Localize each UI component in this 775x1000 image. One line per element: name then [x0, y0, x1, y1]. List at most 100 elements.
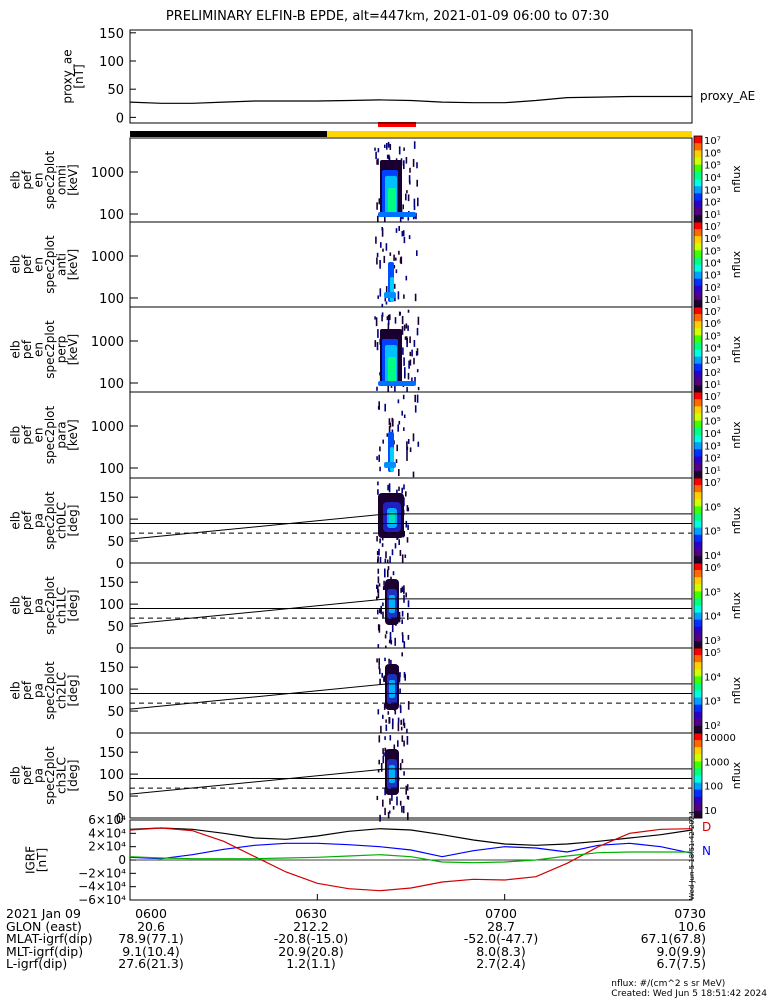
- pa-ch0-pitch-angle-speckle: [406, 537, 409, 543]
- pa-ch0-pitch-angle-speckle: [379, 557, 382, 564]
- spec-perp-spectrum-speckle: [406, 338, 408, 344]
- pa-ch3-ylabel-line: ch3LC: [54, 757, 68, 794]
- spec-omni-spectrum-speckle: [377, 158, 379, 165]
- pa-ch0-colorbar-band: [694, 485, 702, 493]
- spec-para-colorbar: [693, 391, 703, 479]
- spec-omni-colorbar: [693, 135, 703, 223]
- proxy-ae-ylabel: proxy_ae[nT]: [60, 49, 86, 103]
- orbit-info-cell: 0600: [135, 906, 167, 921]
- spec-para-colorbar-band: [694, 456, 702, 465]
- pa-ch0-ylabel-line: pef: [20, 510, 34, 530]
- spec-perp-colorbar-tick-label: 10⁷: [704, 307, 721, 318]
- orbit-info-cell: -20.8(-15.0): [273, 931, 349, 947]
- pa-ch2-ytick-label: 0: [116, 727, 124, 742]
- plot-title: PRELIMINARY ELFIN-B EPDE, alt=447km, 202…: [165, 9, 610, 24]
- pa-ch1-pitch-angle-speckle: [383, 580, 385, 586]
- pa-ch1-panel-bg: [130, 563, 692, 648]
- pa-ch1-ylabel-line: pef: [20, 595, 34, 615]
- igrf-ytick-label: −6×10⁴: [78, 893, 126, 907]
- pa-ch3-colorbar-band: [694, 775, 702, 784]
- pa-ch1-pitch-angle-speckle: [382, 602, 384, 607]
- pa-ch1-pitch-angle-speckle: [403, 641, 406, 648]
- pa-ch0-pitch-angle-speckle: [386, 559, 389, 563]
- pa-ch0-pitch-angle-speckle: [376, 536, 378, 542]
- pa-ch3-pitch-angle-speckle: [376, 795, 379, 801]
- pa-ch3-colorbar-frame: [693, 732, 703, 819]
- spec-anti-colorbar-band: [694, 243, 702, 251]
- orbit-info-cell: 20.6: [137, 918, 165, 934]
- spec-perp-spectrum-speckle: [407, 325, 409, 331]
- spec-omni-spectrum-speckle: [377, 148, 380, 153]
- spec-omni-ylabel-line: en: [31, 173, 45, 188]
- pa-ch0-colorbar-band: [694, 548, 702, 557]
- spec-omni-ylabel-line: [keV]: [66, 164, 80, 195]
- pa-ch0-pitch-angle-speckle: [401, 487, 403, 494]
- spec-perp-spectrum-speckle: [406, 386, 408, 394]
- pa-ch2-colorbar-band: [694, 648, 702, 656]
- night-segment-bar: [130, 131, 327, 137]
- pa-ch2-ytick-label: 50: [107, 705, 124, 720]
- spec-perp-colorbar-band: [694, 363, 702, 372]
- spec-para-spectrum-speckle: [416, 394, 419, 403]
- spec-perp-spectrum-speckle: [394, 384, 396, 392]
- spec-anti-spectrum-speckle: [384, 295, 387, 302]
- spec-anti-spectrum-speckle: [416, 250, 418, 256]
- spec-anti-colorbar-band: [694, 285, 702, 294]
- pa-ch0-pitch-angle-speckle: [381, 535, 384, 541]
- pa-ch1-colorbar-tick-label: 10⁵: [704, 587, 721, 598]
- igrf-total-line: [129, 851, 692, 864]
- pa-ch3-pitch-angle-speckle: [401, 806, 403, 813]
- spec-para-colorbar-label: nflux: [730, 421, 743, 449]
- orbit-info-cell: 212.2: [293, 918, 329, 934]
- spec-anti-spectrum-speckle: [403, 294, 405, 299]
- pa-ch2-pitch-angle-speckle: [388, 658, 390, 664]
- pa-ch1-pitch-angle-speckle: [377, 644, 380, 651]
- pa-ch0-loss-cone-line: [129, 513, 389, 540]
- pa-ch1-pitch-angle-speckle: [380, 605, 382, 615]
- pa-ch2-pitch-angle-speckle: [376, 658, 378, 663]
- igrf-ylabel-line: [nT]: [35, 848, 49, 872]
- spec-anti-colorbar-band: [694, 292, 702, 301]
- pa-ch2-pitch-angle-speckle: [398, 675, 401, 683]
- spec-perp-spectrum-speckle: [374, 316, 376, 320]
- spec-para-colorbar-tick-label: 10⁵: [704, 417, 721, 428]
- proxy-ae-ytick-label: 100: [99, 55, 124, 70]
- proxy-ae-ytick-label: 50: [107, 83, 124, 98]
- pa-ch1-ylabel-line: ch1LC: [54, 587, 68, 624]
- proxy-ae-ytick-label: 0: [116, 111, 124, 126]
- spec-omni-colorbar-band: [694, 193, 702, 201]
- pa-ch2-pitch-angle-speckle: [397, 717, 400, 723]
- pa-ch1-pitch-angle-speckle: [377, 589, 380, 599]
- pa-ch3-ytick-label: 0: [116, 812, 124, 827]
- pa-ch3-pitch-angle-speckle: [384, 747, 386, 752]
- spec-perp-colorbar-label: nflux: [730, 335, 743, 363]
- spec-perp-spectrum-speckle: [407, 309, 410, 313]
- pa-ch0-ylabel-line: ch0LC: [54, 502, 68, 539]
- spec-omni-spectrum-speckle: [386, 143, 388, 150]
- pa-ch3-pitch-angle-core: [389, 765, 395, 783]
- pa-ch0-colorbar-band: [694, 513, 702, 521]
- pa-ch0-pitch-angle-speckle: [379, 538, 381, 544]
- pa-ch2-pitch-angle-speckle: [383, 675, 386, 682]
- pa-ch0-pitch-angle-speckle: [376, 551, 379, 556]
- spec-para-spectrum-speckle: [396, 444, 398, 452]
- spec-omni-colorbar-tick-label: 10⁶: [704, 148, 721, 159]
- spec-perp-spectrum-speckle: [389, 314, 391, 321]
- spec-perp-spectrum-core: [378, 381, 416, 386]
- orbit-info-row-label: MLAT-igrf(dip): [6, 931, 93, 947]
- pa-ch3-pitch-angle-speckle: [389, 798, 391, 805]
- pa-ch1-pitch-angle-speckle: [402, 635, 404, 643]
- spec-anti-spectrum-core: [384, 292, 396, 298]
- spec-perp-colorbar-band: [694, 349, 702, 358]
- spec-perp-spectrum-speckle: [394, 317, 397, 324]
- pa-ch1-pitch-angle-speckle: [390, 640, 393, 645]
- spec-anti-colorbar-band: [694, 271, 702, 280]
- spec-para-colorbar-tick-label: 10⁷: [704, 392, 721, 403]
- pa-ch1-pitch-angle-speckle: [401, 586, 404, 593]
- spec-perp-spectrum-speckle: [409, 351, 412, 357]
- pa-ch0-pitch-angle-speckle: [403, 484, 405, 490]
- spec-perp-spectrum-speckle: [416, 369, 419, 373]
- pa-ch1-colorbar-band: [694, 626, 702, 635]
